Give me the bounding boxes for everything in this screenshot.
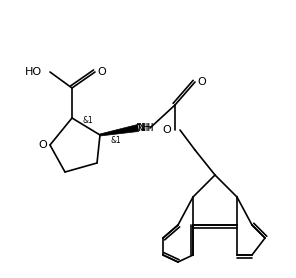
Text: O: O (163, 125, 171, 135)
Text: &1: &1 (82, 115, 93, 125)
Polygon shape (100, 125, 139, 136)
Text: H: H (142, 123, 150, 133)
Text: O: O (198, 77, 206, 87)
Text: N: N (136, 123, 144, 133)
Text: HO: HO (25, 67, 42, 77)
Text: NH: NH (138, 123, 155, 133)
Text: O: O (98, 67, 106, 77)
Text: &1: &1 (110, 135, 121, 145)
Text: O: O (38, 140, 47, 150)
